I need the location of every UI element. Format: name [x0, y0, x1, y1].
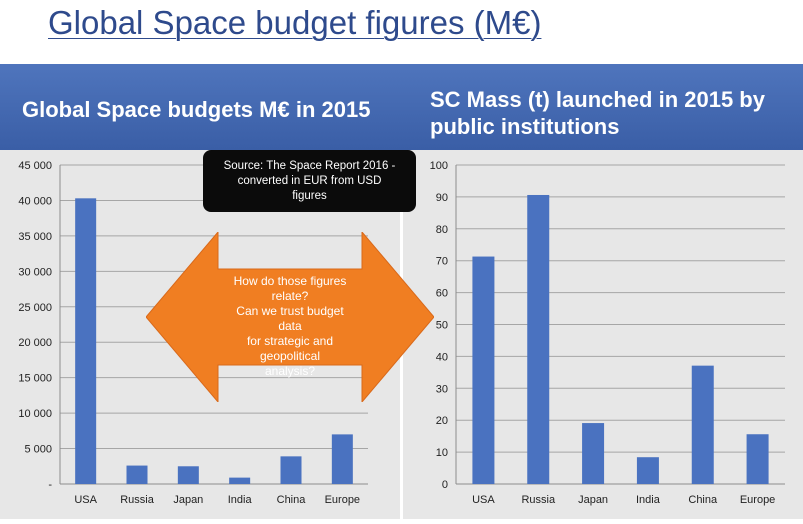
arrow-callout-text: How do those figures relate? Can we trus… — [233, 274, 347, 378]
budget-x-tick-label: India — [228, 494, 253, 506]
mass-y-tick-label: 0 — [442, 479, 448, 491]
mass-bar-japan — [582, 423, 605, 484]
budget-x-tick-label: Russia — [120, 494, 155, 506]
mass-y-tick-label: 50 — [436, 320, 448, 332]
mass-y-tick-label: 40 — [436, 351, 448, 363]
mass-x-tick-label: Russia — [521, 494, 556, 506]
budget-y-tick-label: 30 000 — [18, 266, 52, 278]
budget-y-tick-label: 20 000 — [18, 337, 52, 349]
budget-y-tick-label: 15 000 — [18, 373, 52, 385]
mass-bar-chart: 0 10 20 30 40 50 60 70 80 90 100 USA Russia Japan Indi… — [430, 160, 785, 506]
budget-x-tick-label: Europe — [325, 494, 360, 506]
mass-y-tick-label: 20 — [436, 415, 448, 427]
budget-x-tick-label: USA — [74, 494, 97, 506]
budget-y-tick-label: 35 000 — [18, 231, 52, 243]
header-band — [0, 64, 803, 150]
source-note-box: Source: The Space Report 2016 - converte… — [203, 150, 416, 212]
budget-bar-usa — [75, 198, 97, 484]
budget-x-tick-label: Japan — [173, 494, 203, 506]
mass-bar-china — [691, 365, 714, 484]
budget-bar-japan — [177, 466, 199, 484]
page-title: Global Space budget figures (M€) — [48, 4, 542, 41]
budget-bar-chart: - 5 000 10 000 15 000 20 000 25 000 30 000 35 0… — [18, 160, 368, 506]
mass-x-tick-label: Japan — [578, 494, 608, 506]
budget-y-tick-label: 25 000 — [18, 302, 52, 314]
budget-y-tick-label: 10 000 — [18, 408, 52, 420]
mass-y-tick-label: 90 — [436, 192, 448, 204]
budget-y-tick-label: - — [48, 479, 52, 491]
budget-bar-china — [280, 456, 302, 484]
mass-bar-russia — [527, 194, 550, 484]
mass-y-tick-label: 100 — [430, 160, 448, 172]
budget-bar-russia — [126, 465, 148, 484]
mass-x-tick-label: India — [636, 494, 661, 506]
mass-bar-europe — [746, 434, 769, 484]
mass-chart-panel: 0 10 20 30 40 50 60 70 80 90 100 USA Russia Japan Indi… — [403, 150, 803, 519]
mass-y-tick-label: 10 — [436, 447, 448, 459]
mass-y-tick-label: 80 — [436, 224, 448, 236]
budget-y-tick-label: 40 000 — [18, 195, 52, 207]
budget-y-tick-label: 45 000 — [18, 160, 52, 172]
budget-bar-india — [229, 477, 251, 484]
mass-bar-usa — [472, 256, 495, 484]
budget-y-tick-label: 5 000 — [24, 444, 52, 456]
right-chart-heading: SC Mass (t) launched in 2015 by public i… — [430, 87, 765, 139]
double-arrow-callout: How do those figures relate? Can we trus… — [145, 230, 435, 404]
mass-y-tick-label: 70 — [436, 256, 448, 268]
left-chart-heading: Global Space budgets M€ in 2015 — [22, 97, 371, 122]
mass-x-tick-label: China — [688, 494, 718, 506]
mass-x-tick-label: Europe — [740, 494, 775, 506]
mass-x-tick-label: USA — [472, 494, 495, 506]
budget-bar-europe — [331, 434, 353, 484]
budget-x-tick-label: China — [277, 494, 307, 506]
mass-bar-india — [636, 457, 659, 484]
mass-y-tick-label: 30 — [436, 383, 448, 395]
mass-y-tick-label: 60 — [436, 288, 448, 300]
